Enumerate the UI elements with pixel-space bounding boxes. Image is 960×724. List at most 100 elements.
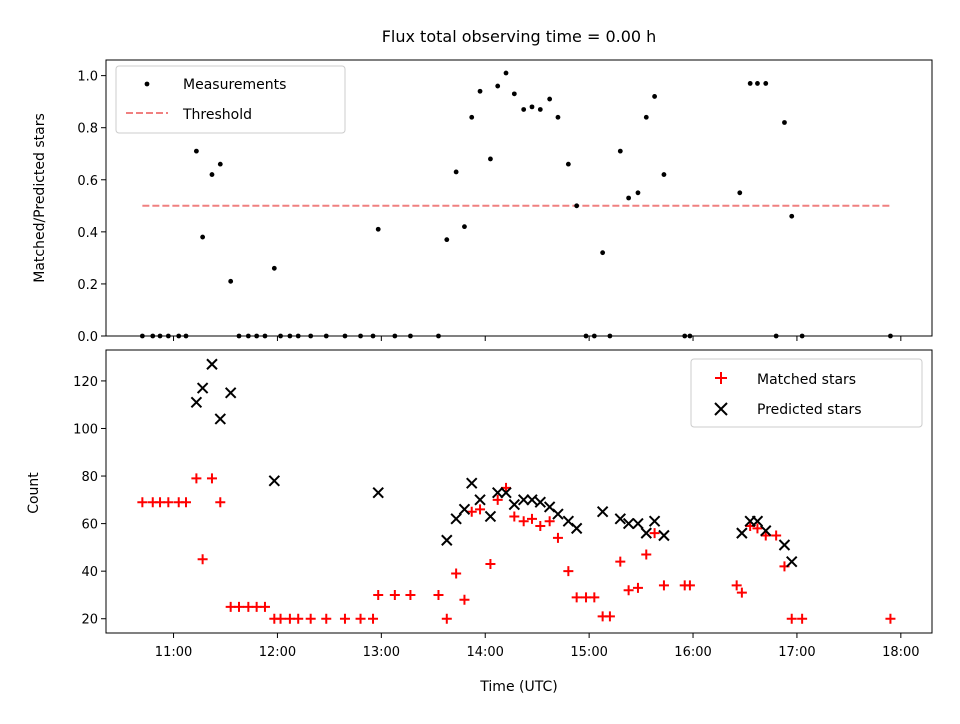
- matched-star-point: [632, 582, 643, 593]
- measurement-point: [245, 333, 251, 339]
- measurement-point: [408, 333, 413, 339]
- measurement-point: [591, 333, 597, 339]
- matched-star-point: [215, 497, 226, 508]
- matched-star-point: [786, 613, 797, 624]
- bottom-x-tick-label: 12:00: [259, 645, 296, 660]
- measurement-point: [193, 148, 199, 154]
- measurement-point: [278, 333, 283, 339]
- legend-matched-label: Matched stars: [757, 372, 856, 388]
- predicted-star-point: [450, 513, 462, 525]
- matched-star-point: [191, 473, 202, 484]
- matched-star-point: [405, 589, 416, 600]
- predicted-star-point: [552, 508, 564, 520]
- top-y-axis-label: Matched/Predicted stars: [32, 113, 48, 283]
- predicted-star-point: [190, 396, 203, 409]
- measurement-point: [626, 195, 632, 201]
- measurement-point: [682, 333, 688, 339]
- measurement-point: [295, 333, 301, 339]
- measurement-point: [511, 91, 517, 97]
- measurement-point: [547, 96, 553, 102]
- measurement-point: [687, 333, 693, 339]
- matched-star-point: [518, 516, 529, 527]
- legend-measurements-marker: [144, 81, 150, 87]
- measurement-point: [763, 81, 769, 86]
- measurement-point: [782, 120, 787, 125]
- bottom-panel: 11:00 12:00 13:00 14:00 15:00 16:00 17:00 18:00…: [73, 349, 933, 660]
- top-y-tick-label: 0.2: [77, 278, 98, 293]
- top-y-tick-label: 1.0: [77, 70, 98, 85]
- predicted-star-point: [484, 510, 497, 523]
- bottom-x-tick-label: 14:00: [466, 645, 503, 660]
- matched-star-point: [552, 532, 563, 543]
- bottom-x-tick-label: 17:00: [778, 645, 815, 660]
- matched-star-point: [206, 473, 217, 484]
- predicted-star-point: [196, 382, 209, 394]
- predicted-star-point: [458, 503, 471, 516]
- top-y-tick-label: 0.6: [77, 174, 98, 189]
- measurement-point: [217, 161, 223, 167]
- matched-star-point: [544, 516, 555, 527]
- bottom-x-tick-label: 15:00: [570, 645, 607, 660]
- measurement-point: [643, 114, 649, 120]
- matched-star-point: [305, 613, 316, 624]
- matched-star-point: [752, 523, 763, 534]
- matched-star-point: [466, 506, 477, 517]
- bottom-y-tick-label: 40: [81, 565, 98, 580]
- bottom-y-tick-label: 80: [81, 470, 98, 485]
- bottom-y-tick-label: 100: [73, 422, 98, 437]
- bottom-legend-box: [690, 358, 923, 428]
- measurement-point: [262, 333, 268, 339]
- predicted-star-point: [648, 515, 661, 527]
- measurement-point: [565, 161, 571, 167]
- measurement-point: [183, 333, 189, 339]
- bottom-x-tick-label: 16:00: [674, 645, 711, 660]
- measurement-point: [436, 333, 441, 339]
- matched-star-point: [451, 568, 462, 579]
- matched-star-point: [589, 592, 600, 603]
- matched-star-point: [736, 587, 747, 598]
- measurement-point: [228, 278, 234, 284]
- matched-star-point: [137, 497, 148, 508]
- legend-threshold-label: Threshold: [182, 107, 252, 123]
- measurement-point: [254, 333, 260, 339]
- matched-star-point: [571, 592, 582, 603]
- measurement-point: [358, 333, 363, 339]
- measurement-point: [789, 213, 795, 219]
- legend-measurements-label: Measurements: [183, 77, 286, 93]
- measurement-point: [773, 333, 779, 339]
- measurement-point: [747, 81, 753, 86]
- legend-predicted-marker: [714, 402, 728, 416]
- measurement-point: [139, 333, 145, 339]
- predicted-star-point: [500, 486, 512, 499]
- predicted-star-point: [786, 555, 798, 568]
- matched-star-point: [433, 589, 444, 600]
- matched-star-point: [684, 580, 695, 591]
- predicted-star-point: [751, 515, 764, 527]
- measurement-point: [661, 172, 667, 177]
- measurement-point: [583, 333, 589, 339]
- measurement-point: [555, 114, 561, 120]
- top-legend: Measurements Threshold: [115, 65, 346, 134]
- measurement-point: [521, 107, 527, 112]
- predicted-star-point: [466, 477, 478, 489]
- bottom-x-axis-label: Time (UTC): [479, 679, 557, 695]
- matched-star-point: [163, 497, 174, 508]
- measurement-point: [737, 190, 743, 196]
- measurement-point: [323, 333, 329, 339]
- bottom-legend: Matched stars Predicted stars: [690, 358, 923, 428]
- predicted-star-point: [622, 517, 635, 530]
- matched-star-point: [615, 556, 626, 567]
- measurement-point: [617, 148, 623, 154]
- bottom-x-tick-label: 13:00: [363, 645, 400, 660]
- predicted-star-point: [658, 529, 670, 542]
- predicted-star-point: [534, 496, 547, 508]
- measurement-point: [529, 104, 535, 110]
- measurement-point: [150, 333, 156, 339]
- measurement-point: [755, 81, 760, 86]
- matched-star-point: [885, 613, 896, 624]
- predicted-star-point: [736, 527, 748, 539]
- predicted-star-point: [632, 517, 644, 530]
- matched-star-point: [797, 613, 808, 624]
- matched-star-point: [771, 530, 782, 541]
